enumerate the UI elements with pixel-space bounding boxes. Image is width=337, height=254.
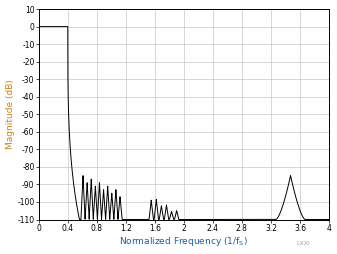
X-axis label: Normalized Frequency (1/f$_\mathregular{S}$): Normalized Frequency (1/f$_\mathregular{… <box>120 235 248 248</box>
Text: LXXI: LXXI <box>296 241 310 246</box>
Y-axis label: Magnitude (dB): Magnitude (dB) <box>5 79 14 149</box>
